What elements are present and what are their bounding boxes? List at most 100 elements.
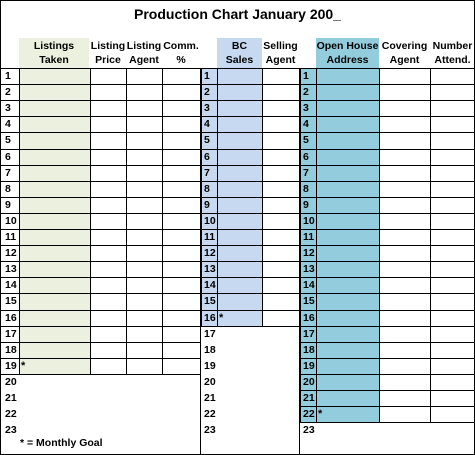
section1-input-cell[interactable]	[162, 310, 200, 326]
section3-input-cell[interactable]	[316, 84, 379, 100]
section1-input-cell[interactable]	[162, 326, 200, 342]
section2-input-cell[interactable]	[262, 100, 299, 116]
section1-input-cell[interactable]	[126, 149, 162, 165]
section3-input-cell[interactable]	[316, 132, 379, 149]
section2-input-cell[interactable]	[262, 149, 299, 165]
section1-input-cell[interactable]	[162, 229, 200, 245]
section1-input-cell[interactable]	[126, 181, 162, 197]
section3-input-cell[interactable]	[316, 358, 379, 374]
section3-input-cell[interactable]	[430, 149, 475, 165]
section3-input-cell[interactable]	[430, 390, 475, 406]
section1-input-cell[interactable]	[162, 342, 200, 358]
section3-input-cell[interactable]	[379, 197, 430, 213]
section3-input-cell[interactable]	[379, 310, 430, 326]
section1-input-cell[interactable]	[19, 277, 90, 293]
section1-input-cell[interactable]	[162, 100, 200, 116]
section1-input-cell[interactable]	[90, 358, 126, 374]
section3-input-cell[interactable]	[316, 406, 379, 422]
section1-input-cell[interactable]	[126, 229, 162, 245]
section1-input-cell[interactable]	[126, 326, 162, 342]
section3-input-cell[interactable]	[379, 406, 430, 422]
section2-input-cell[interactable]	[217, 229, 262, 245]
section1-input-cell[interactable]	[90, 326, 126, 342]
section3-input-cell[interactable]	[430, 165, 475, 181]
section3-input-cell[interactable]	[379, 181, 430, 197]
section1-input-cell[interactable]	[162, 132, 200, 149]
section3-input-cell[interactable]	[379, 84, 430, 100]
section2-input-cell[interactable]	[217, 181, 262, 197]
section3-input-cell[interactable]	[430, 358, 475, 374]
section1-input-cell[interactable]	[19, 310, 90, 326]
section1-input-cell[interactable]	[19, 68, 90, 84]
section1-input-cell[interactable]	[126, 358, 162, 374]
section1-input-cell[interactable]	[90, 84, 126, 100]
section2-input-cell[interactable]	[217, 68, 262, 84]
section3-input-cell[interactable]	[379, 165, 430, 181]
section3-input-cell[interactable]	[316, 374, 379, 390]
section3-input-cell[interactable]	[379, 213, 430, 229]
section3-input-cell[interactable]	[430, 100, 475, 116]
section1-input-cell[interactable]	[90, 197, 126, 213]
section1-input-cell[interactable]	[90, 261, 126, 277]
section3-input-cell[interactable]	[430, 68, 475, 84]
section1-input-cell[interactable]	[90, 132, 126, 149]
section2-input-cell[interactable]	[262, 197, 299, 213]
section1-input-cell[interactable]	[19, 181, 90, 197]
section2-input-cell[interactable]	[217, 197, 262, 213]
section2-input-cell[interactable]	[262, 293, 299, 310]
section2-input-cell[interactable]	[262, 165, 299, 181]
section3-input-cell[interactable]	[379, 149, 430, 165]
section3-input-cell[interactable]	[316, 116, 379, 132]
section3-input-cell[interactable]	[379, 261, 430, 277]
section1-input-cell[interactable]	[126, 293, 162, 310]
section3-input-cell[interactable]	[316, 245, 379, 261]
section1-input-cell[interactable]	[90, 310, 126, 326]
section3-input-cell[interactable]	[379, 326, 430, 342]
section2-input-cell[interactable]	[262, 68, 299, 84]
section1-input-cell[interactable]	[19, 229, 90, 245]
section1-input-cell[interactable]	[162, 165, 200, 181]
section2-input-cell[interactable]	[262, 116, 299, 132]
section1-input-cell[interactable]	[90, 68, 126, 84]
section1-input-cell[interactable]	[19, 213, 90, 229]
section3-input-cell[interactable]	[316, 326, 379, 342]
section1-input-cell[interactable]	[162, 197, 200, 213]
section1-input-cell[interactable]	[19, 245, 90, 261]
section2-input-cell[interactable]	[217, 213, 262, 229]
section3-input-cell[interactable]	[430, 277, 475, 293]
section1-input-cell[interactable]	[19, 132, 90, 149]
section3-input-cell[interactable]	[430, 310, 475, 326]
section1-input-cell[interactable]	[126, 116, 162, 132]
section2-input-cell[interactable]	[217, 165, 262, 181]
section1-input-cell[interactable]	[126, 68, 162, 84]
section1-input-cell[interactable]	[19, 261, 90, 277]
section1-input-cell[interactable]	[162, 261, 200, 277]
section1-input-cell[interactable]	[162, 68, 200, 84]
section1-input-cell[interactable]	[90, 181, 126, 197]
section2-input-cell[interactable]	[217, 261, 262, 277]
section3-input-cell[interactable]	[316, 149, 379, 165]
section1-input-cell[interactable]	[19, 149, 90, 165]
section3-input-cell[interactable]	[430, 261, 475, 277]
section1-input-cell[interactable]	[126, 245, 162, 261]
section3-input-cell[interactable]	[430, 342, 475, 358]
section1-input-cell[interactable]	[90, 277, 126, 293]
section2-input-cell[interactable]	[262, 229, 299, 245]
section1-input-cell[interactable]	[90, 293, 126, 310]
section3-input-cell[interactable]	[316, 390, 379, 406]
section1-input-cell[interactable]	[90, 100, 126, 116]
section3-input-cell[interactable]	[430, 84, 475, 100]
section1-input-cell[interactable]	[162, 213, 200, 229]
section1-input-cell[interactable]	[90, 213, 126, 229]
section2-input-cell[interactable]	[217, 116, 262, 132]
section1-input-cell[interactable]	[126, 342, 162, 358]
section2-input-cell[interactable]	[217, 149, 262, 165]
section2-input-cell[interactable]	[262, 181, 299, 197]
section1-input-cell[interactable]	[126, 261, 162, 277]
section2-input-cell[interactable]	[262, 132, 299, 149]
section3-input-cell[interactable]	[430, 132, 475, 149]
section2-input-cell[interactable]	[262, 261, 299, 277]
section1-input-cell[interactable]	[90, 342, 126, 358]
section3-input-cell[interactable]	[430, 245, 475, 261]
section2-input-cell[interactable]	[217, 100, 262, 116]
